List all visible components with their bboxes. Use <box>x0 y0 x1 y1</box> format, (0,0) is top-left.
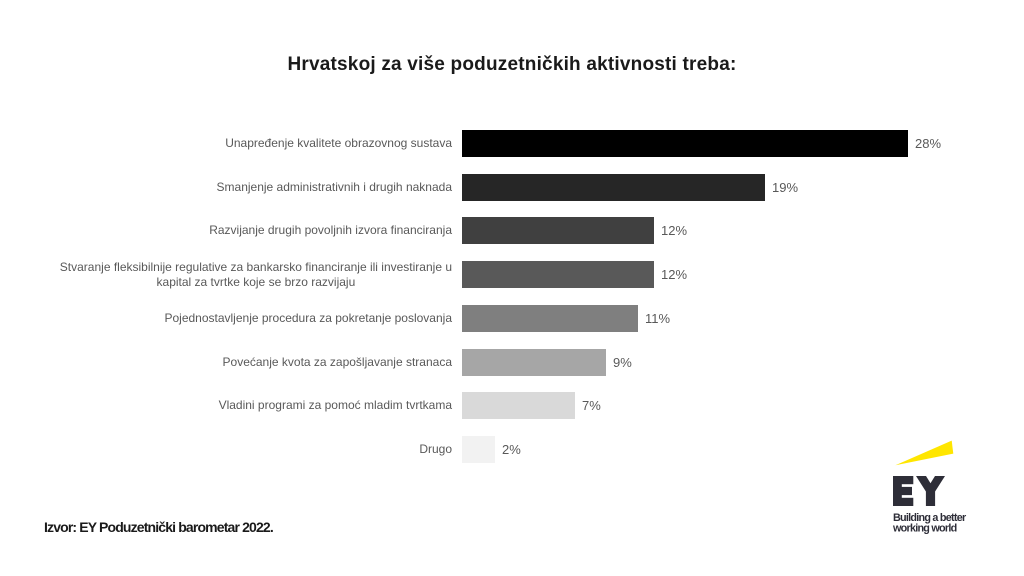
svg-text:Building a better: Building a better <box>893 512 967 524</box>
svg-text:working world: working world <box>892 522 957 534</box>
